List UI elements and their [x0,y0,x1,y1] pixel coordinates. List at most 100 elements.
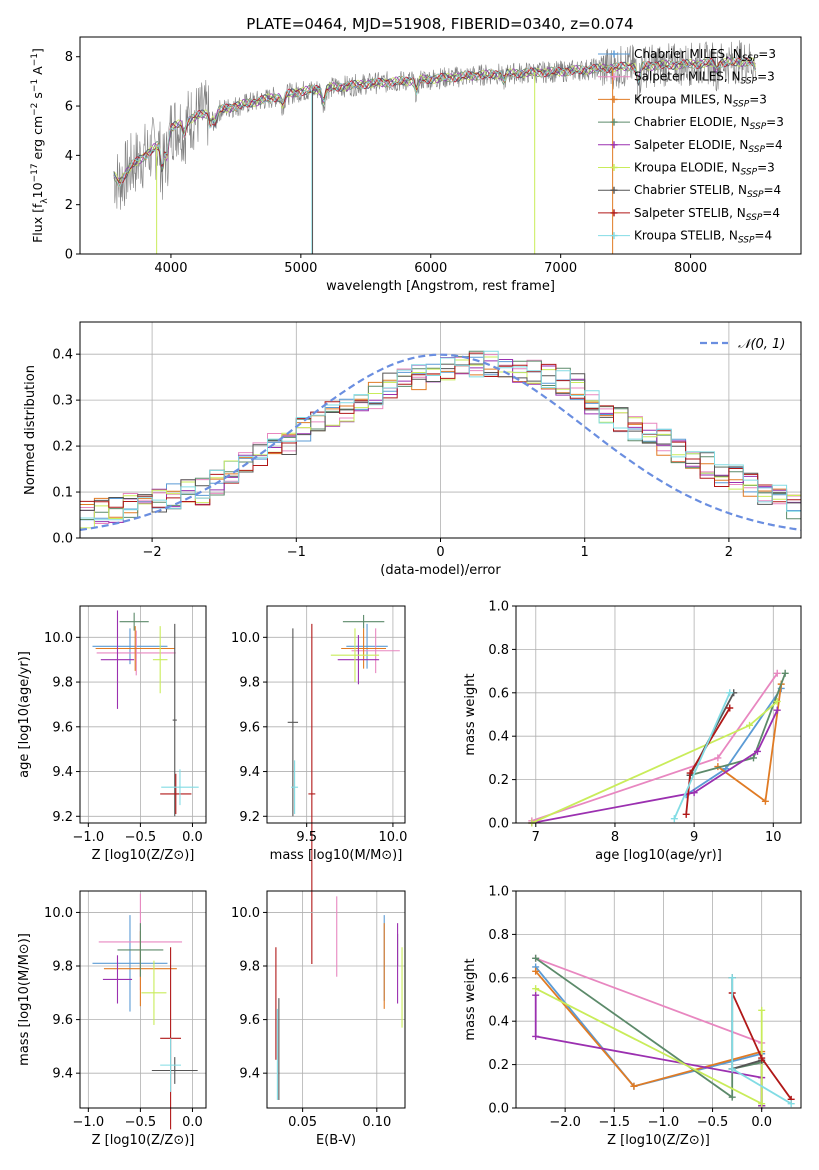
model-spectrum [113,57,756,188]
marker-plus [610,141,618,149]
marker-plus [610,50,618,58]
legend-count: =4 [765,138,783,152]
x-axis-label: age [log10(age/yr)] [595,848,722,863]
figure-title: PLATE=0464, MJD=51908, FIBERID=0340, z=0… [246,15,633,33]
y-tick-label: 0.4 [488,730,509,745]
axes-frame [266,605,406,824]
y-tick-label: 9.4 [239,765,260,780]
marker-plus [714,754,722,762]
y-tick-label: 9.2 [52,810,73,825]
axes-frame [515,890,802,1109]
x-tick-label: 6000 [414,261,447,276]
marker-plus [758,1054,766,1062]
y-tick-label: 0 [65,248,73,263]
legend-label: Salpeter ELODIE, NSSP=4 [634,138,783,155]
y-axis-label: Flux [fλ10−17 erg cm−2 s−1 A−1] [30,48,50,243]
y-axis-label: mass weight [463,958,478,1040]
x-tick-label: −0.5 [697,1115,729,1130]
legend-label: 𝒩(0, 1) [738,337,785,352]
y-tick-label: 1.0 [488,600,509,615]
legend-sub: SSP [747,190,764,200]
x-tick-label: 2 [725,545,733,560]
marker-plus [532,985,540,993]
x-tick-label: −1.0 [73,1115,105,1130]
panel-age-vs-mass: 9.5 10.0 9.2 9.4 9.6 9.8 10.0 mass [log10(M/M⊙)… [231,605,407,964]
legend-sub: SSP [741,168,758,178]
y-tick-label: 8 [65,50,73,65]
y-axis-label: age [log10(age/yr)] [17,651,32,778]
y-tick-label: 9.8 [52,960,73,975]
marker-plus [610,118,618,126]
y-tick-label: 9.8 [239,960,260,975]
legend-label: Chabrier MILES, NSSP=3 [634,47,776,64]
marker-plus [773,697,781,705]
marker-plus [686,769,694,777]
y-tick-label: 9.6 [52,720,73,735]
legend-label: Chabrier STELIB, NSSP=4 [634,183,781,200]
panel-age-vs-Z: −1.0 −0.5 0.0 9.2 9.4 9.6 9.8 10.0 Z [log10(Z/Z⊙… [17,605,207,863]
model-spectrum [113,56,756,183]
x-tick-label: −2 [143,545,162,560]
x-axis-label: Z [log10(Z/Z⊙)] [607,1133,710,1148]
legend-label: Kroupa STELIB, NSSP=4 [634,229,772,246]
marker-plus [532,967,540,975]
x-tick-label: 0.0 [182,1115,203,1130]
legend-sub: SSP [750,122,767,132]
spectrum-lines [113,40,756,254]
y-tick-label: 0.0 [488,1102,509,1117]
x-tick-label: 9.5 [296,830,317,845]
histogram-kroupa-stelib [79,350,802,538]
marker-plus [610,232,618,240]
weight-line [673,692,731,820]
x-axis-label: (data-model)/error [380,563,501,578]
x-tick-label: 0.10 [362,1115,391,1130]
y-tick-label: 10.0 [44,906,73,921]
marker-plus [610,209,618,217]
y-tick-label: 0.6 [488,971,509,986]
x-tick-label: 0.0 [751,1115,772,1130]
marker-plus [532,954,540,962]
marker-plus [690,789,698,797]
x-tick-label: 4000 [154,261,187,276]
y-tick-label: 9.4 [239,1067,260,1082]
marker-plus [726,689,734,697]
x-axis-label: Z [log10(Z/Z⊙)] [92,1133,195,1148]
model-spectrum [113,57,756,184]
y-tick-label: 10.0 [231,906,260,921]
marker-plus [610,186,618,194]
y-tick-label: 9.4 [52,765,73,780]
y-tick-label: 10.0 [44,631,73,646]
marker-plus [610,95,618,103]
x-tick-label: −0.5 [125,1115,157,1130]
x-tick-label: 1 [581,545,589,560]
y-axis-label: mass [log10(M/M⊙)] [17,933,32,1066]
marker-plus [610,164,618,171]
weight-line [535,987,763,1106]
y-axis-label: mass weight [463,673,478,755]
y-tick-label: 6 [65,100,73,115]
legend-label: Kroupa MILES, NSSP=3 [634,92,767,109]
normal-curve [79,353,802,531]
y-tick-label: 9.8 [239,676,260,691]
x-tick-label: 0.0 [182,830,203,845]
marker-plus [728,1065,736,1073]
x-tick-label: −1.5 [598,1115,630,1130]
y-tick-label: 0.2 [52,440,73,455]
legend-count: =4 [764,183,782,197]
x-tick-label: −2.0 [549,1115,581,1130]
y-tick-label: 0.6 [488,686,509,701]
marker-plus [682,810,690,818]
y-tick-label: 0.1 [52,486,73,501]
marker-plus [753,747,761,755]
legend-sub: SSP [733,99,750,109]
marker-plus [746,721,754,729]
x-tick-label: 8000 [674,261,707,276]
legend-sub: SSP [748,145,765,155]
x-tick-label: 10 [765,830,782,845]
x-tick-label: −0.5 [125,830,157,845]
weight-line [535,957,763,1106]
x-tick-label: 10.0 [378,830,407,845]
panel-mass-vs-EBV: 0.05 0.10 9.4 9.6 9.8 10.0 E(B-V) [231,890,406,1148]
histogram-salpeter-stelib [79,352,802,538]
x-tick-label: 8 [611,830,619,845]
